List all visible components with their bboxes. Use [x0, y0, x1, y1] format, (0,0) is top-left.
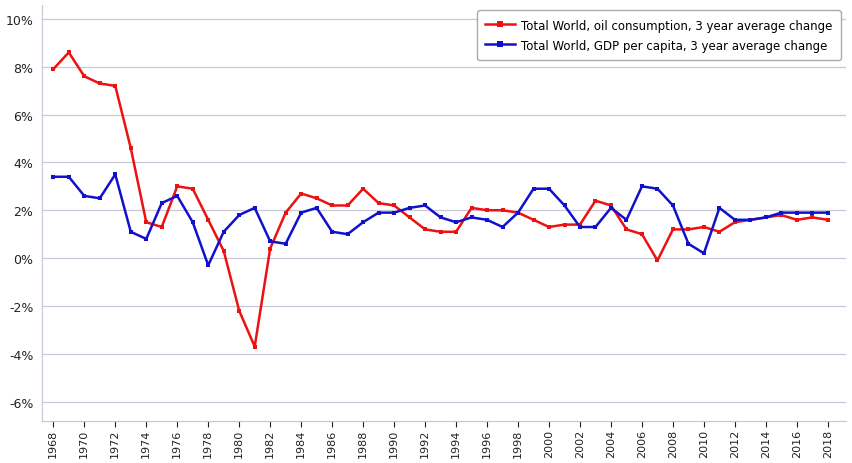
Line: Total World, GDP per capita, 3 year average change: Total World, GDP per capita, 3 year aver…: [51, 173, 830, 268]
Total World, oil consumption, 3 year average change: [823, 218, 833, 223]
Total World, GDP per capita, 3 year average change: [250, 206, 260, 211]
Total World, GDP per capita, 3 year average change: [110, 172, 120, 178]
Total World, GDP per capita, 3 year average change: [807, 210, 817, 216]
Line: Total World, oil consumption, 3 year average change: Total World, oil consumption, 3 year ave…: [51, 51, 830, 349]
Total World, oil consumption, 3 year average change: [312, 196, 322, 202]
Total World, GDP per capita, 3 year average change: [823, 210, 833, 216]
Total World, GDP per capita, 3 year average change: [636, 184, 647, 190]
Total World, oil consumption, 3 year average change: [64, 50, 74, 56]
Total World, oil consumption, 3 year average change: [250, 344, 260, 350]
Total World, oil consumption, 3 year average change: [327, 203, 337, 209]
Legend: Total World, oil consumption, 3 year average change, Total World, GDP per capita: Total World, oil consumption, 3 year ave…: [477, 12, 841, 61]
Total World, oil consumption, 3 year average change: [636, 232, 647, 238]
Total World, oil consumption, 3 year average change: [49, 67, 59, 73]
Total World, oil consumption, 3 year average change: [590, 199, 601, 204]
Total World, GDP per capita, 3 year average change: [49, 175, 59, 180]
Total World, GDP per capita, 3 year average change: [327, 230, 337, 235]
Total World, GDP per capita, 3 year average change: [312, 206, 322, 211]
Total World, GDP per capita, 3 year average change: [203, 263, 213, 269]
Total World, GDP per capita, 3 year average change: [590, 225, 601, 230]
Total World, oil consumption, 3 year average change: [234, 308, 245, 314]
Total World, oil consumption, 3 year average change: [807, 215, 817, 221]
